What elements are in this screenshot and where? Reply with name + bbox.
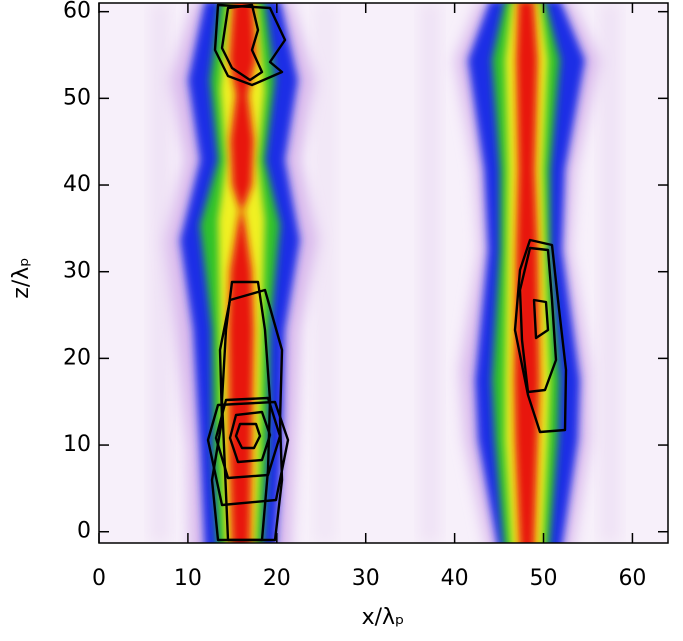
x-tick-label: 30 [352,566,380,591]
y-tick-label: 10 [63,432,91,457]
heatmap-field [99,3,668,543]
y-tick-label: 40 [63,172,91,197]
plot-frame [98,2,669,544]
y-tick-label: 30 [63,259,91,284]
x-tick-label: 0 [92,566,106,591]
x-tick-label: 50 [530,566,558,591]
y-axis-label: z/λₚ [9,257,34,298]
x-tick-label: 40 [441,566,469,591]
y-tick-label: 50 [63,85,91,110]
x-axis-label: x/λₚ [362,605,405,630]
y-tick-label: 60 [63,0,91,24]
y-tick-label: 0 [77,519,91,544]
x-tick-label: 20 [263,566,291,591]
x-tick-label: 60 [618,566,646,591]
x-tick-label: 10 [174,566,202,591]
y-tick-label: 20 [63,345,91,370]
